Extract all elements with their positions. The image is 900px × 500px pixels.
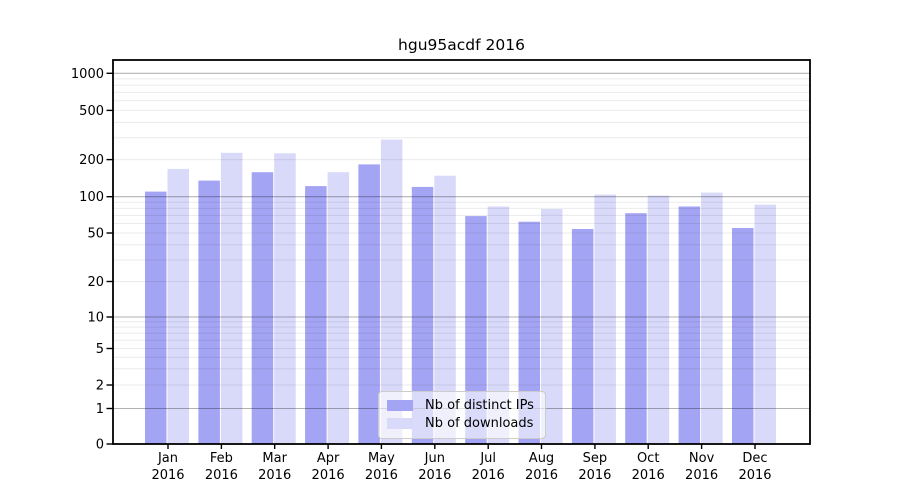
x-tick-label-month: Jul [479, 451, 496, 466]
y-tick-label: 500 [79, 104, 104, 119]
grid-layer [113, 72, 810, 410]
y-tick-label: 200 [79, 153, 104, 168]
x-tick-label-month: Nov [689, 451, 715, 466]
legend-swatch-downloads [387, 418, 413, 429]
legend-item-downloads: Nb of downloads [387, 416, 537, 431]
x-tick-label-month: Jan [157, 451, 178, 466]
x-tick-label-month: Jun [424, 451, 445, 466]
bar-distinct-ips-jun [411, 186, 434, 444]
x-tick-label-year: 2016 [312, 468, 345, 483]
bar-distinct-ips-jan [145, 191, 167, 444]
y-tick-label: 20 [87, 275, 104, 290]
bar-downloads-nov [701, 192, 723, 444]
y-tick-label: 10 [87, 311, 104, 326]
bar-downloads-jul [487, 206, 510, 444]
x-tick-label-month: Dec [742, 451, 767, 466]
x-tick-label-month: Aug [529, 451, 554, 466]
x-axis: Jan 2016 Feb 2016 Mar 2016 Apr 2016 May 2016 Jun 20… [151, 444, 772, 483]
x-tick-label-month: Oct [637, 451, 659, 466]
x-tick-label-year: 2016 [685, 468, 718, 483]
x-tick-label-month: Mar [262, 451, 287, 466]
y-axis: 0 1 2 5 10 20 50 100 200 500 1000 [71, 67, 113, 453]
x-tick-label-year: 2016 [738, 468, 771, 483]
bar-downloads-apr [327, 172, 350, 444]
bar-distinct-ips-aug [518, 221, 540, 444]
y-tick-label: 100 [79, 190, 104, 205]
bar-distinct-ips-oct [625, 213, 647, 444]
x-tick-label-year: 2016 [525, 468, 558, 483]
x-tick-label-year: 2016 [258, 468, 291, 483]
x-tick-label-month: Feb [210, 451, 233, 466]
bar-distinct-ips-mar [251, 172, 274, 444]
bar-downloads-may [380, 139, 403, 444]
bar-downloads-jun [434, 175, 456, 444]
y-tick-label: 1000 [71, 67, 104, 82]
x-tick-label-year: 2016 [418, 468, 451, 483]
x-tick-label-year: 2016 [632, 468, 665, 483]
y-tick-label: 50 [87, 227, 104, 242]
y-tick-label: 2 [96, 379, 104, 394]
bar-downloads-feb [220, 152, 243, 445]
bar-distinct-ips-apr [305, 186, 327, 444]
x-tick-label-year: 2016 [205, 468, 238, 483]
legend-swatch-distinct-ips [387, 400, 413, 411]
bar-distinct-ips-sep [571, 229, 594, 444]
y-tick-label: 1 [96, 402, 104, 417]
bar-downloads-oct [647, 195, 670, 444]
legend-label-distinct-ips: Nb of distinct IPs [425, 398, 534, 413]
x-tick-label-month: May [368, 451, 395, 466]
legend: Nb of distinct IPs Nb of downloads [378, 391, 546, 439]
y-tick-label: 5 [96, 342, 104, 357]
bar-distinct-ips-dec [732, 228, 754, 444]
legend-label-downloads: Nb of downloads [425, 416, 534, 431]
bar-downloads-aug [541, 209, 563, 444]
bar-distinct-ips-nov [678, 206, 701, 444]
bar-distinct-ips-feb [198, 180, 220, 444]
bar-distinct-ips-may [358, 164, 380, 444]
axes-spines [112, 59, 811, 445]
bar-downloads-jan [167, 168, 189, 444]
chart-title: hgu95acdf 2016 [398, 36, 525, 54]
x-tick-label-month: Apr [317, 451, 340, 466]
x-tick-label-year: 2016 [151, 468, 184, 483]
x-tick-label-year: 2016 [578, 468, 611, 483]
bar-downloads-dec [754, 204, 776, 444]
legend-item-distinct-ips: Nb of distinct IPs [387, 398, 537, 413]
x-tick-label-year: 2016 [365, 468, 398, 483]
bar-downloads-sep [594, 194, 616, 444]
bar-distinct-ips-jul [465, 216, 487, 444]
bars-layer [145, 139, 776, 445]
x-tick-label-month: Sep [583, 451, 608, 466]
bar-downloads-mar [274, 153, 296, 445]
x-tick-label-year: 2016 [472, 468, 505, 483]
y-tick-label: 0 [96, 438, 104, 453]
